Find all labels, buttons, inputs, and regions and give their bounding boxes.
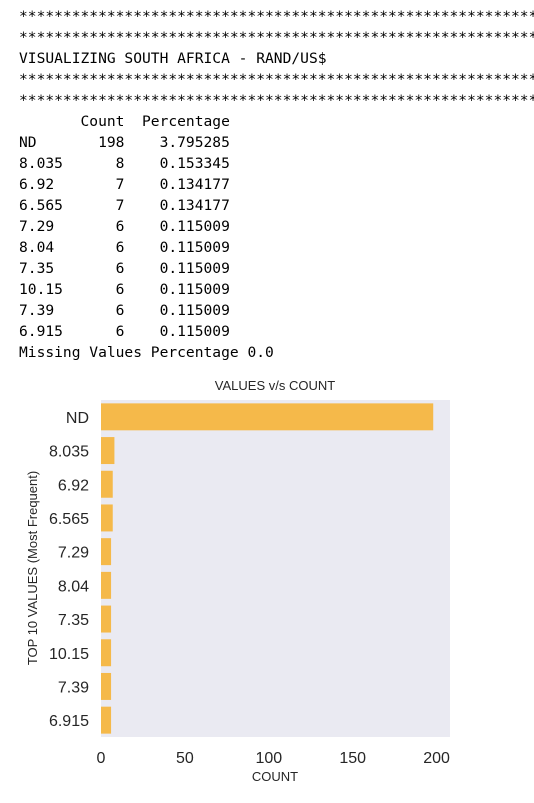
bar-7.29 <box>101 538 112 566</box>
console-line: 6.92 7 0.134177 <box>19 176 230 193</box>
console-line: ****************************************… <box>19 92 534 109</box>
bars <box>101 403 434 734</box>
x-tick-labels: 0 50 100 150 200 <box>97 750 450 767</box>
y-tick-labels: ND 8.035 6.92 6.565 7.29 8.04 7.35 10.15 7.39 6.9… <box>49 410 89 730</box>
y-tick-label: 7.35 <box>58 612 89 629</box>
x-tick-label: 50 <box>176 750 194 767</box>
y-tick-label: 10.15 <box>49 646 89 663</box>
bar-6.565 <box>101 504 113 532</box>
y-tick-label: 8.035 <box>49 444 89 461</box>
console-line: 7.39 6 0.115009 <box>19 302 230 319</box>
console-line: ND 198 3.795285 <box>19 134 230 151</box>
y-tick-label: 8.04 <box>58 578 89 595</box>
console-line: 8.04 6 0.115009 <box>19 239 230 256</box>
console-line: Count Percentage <box>19 113 230 130</box>
console-line: ****************************************… <box>19 29 534 46</box>
y-tick-label: 6.565 <box>49 511 89 528</box>
bar-ND <box>101 403 434 431</box>
bar-8.035 <box>101 437 115 465</box>
x-tick-label: 200 <box>423 750 450 767</box>
console-line: 8.035 8 0.153345 <box>19 155 230 172</box>
y-tick-label: 7.39 <box>58 679 89 696</box>
bar-7.39 <box>101 672 112 700</box>
console-line: 6.565 7 0.134177 <box>19 197 230 214</box>
console-line: 6.915 6 0.115009 <box>19 323 230 340</box>
plot-area <box>101 400 450 737</box>
console-line: VISUALIZING SOUTH AFRICA - RAND/US$ <box>19 50 327 67</box>
bar-6.915 <box>101 706 112 734</box>
chart-title: VALUES v/s COUNT <box>215 378 335 393</box>
console-line: ****************************************… <box>19 8 534 25</box>
y-tick-label: ND <box>66 410 89 427</box>
values-vs-count-chart: VALUES v/s COUNT ND 8.035 6.92 6.565 7.29 8.0… <box>25 378 450 784</box>
x-tick-label: 100 <box>255 750 282 767</box>
x-tick-label: 0 <box>97 750 106 767</box>
x-axis-label: COUNT <box>252 769 298 784</box>
console-line: 7.29 6 0.115009 <box>19 218 230 235</box>
bar-6.92 <box>101 470 113 498</box>
console-line: 7.35 6 0.115009 <box>19 260 230 277</box>
console-line: 10.15 6 0.115009 <box>19 281 230 298</box>
bar-8.04 <box>101 571 112 599</box>
y-tick-label: 7.29 <box>58 545 89 562</box>
y-tick-label: 6.915 <box>49 713 89 730</box>
console-line: ****************************************… <box>19 71 534 88</box>
y-tick-label: 6.92 <box>58 477 89 494</box>
y-axis-label: TOP 10 VALUES (Most Frequent) <box>25 471 40 665</box>
x-tick-label: 150 <box>339 750 366 767</box>
bar-10.15 <box>101 639 112 667</box>
console-output: ****************************************… <box>19 6 534 363</box>
console-line: Missing Values Percentage 0.0 <box>19 344 274 361</box>
bar-7.35 <box>101 605 112 633</box>
